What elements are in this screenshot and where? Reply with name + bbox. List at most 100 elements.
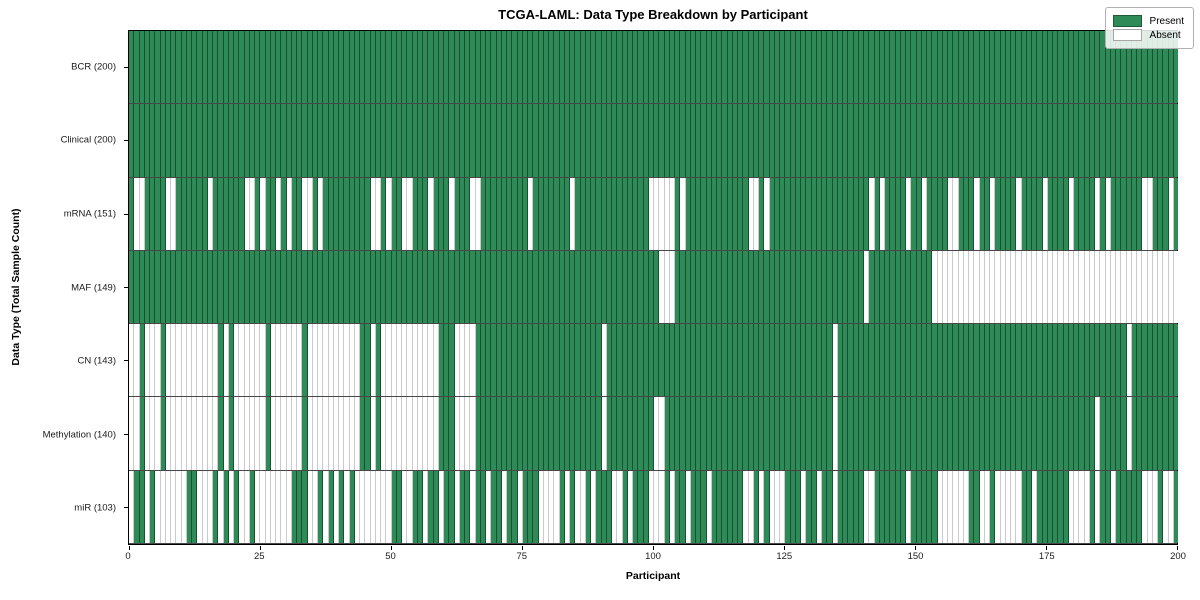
heatmap-cell xyxy=(685,104,691,177)
heatmap-cell xyxy=(774,31,780,104)
heatmap-cell xyxy=(412,250,418,324)
heatmap-cell xyxy=(207,250,213,324)
y-tick-mark xyxy=(124,140,128,142)
heatmap-cell xyxy=(900,250,906,324)
heatmap-cell xyxy=(958,324,964,397)
heatmap-cell xyxy=(480,324,486,397)
heatmap-cell xyxy=(1152,104,1158,177)
heatmap-cell xyxy=(885,104,891,177)
heatmap-cell xyxy=(748,324,754,397)
heatmap-cell xyxy=(1147,250,1153,324)
heatmap-cell xyxy=(1105,250,1111,324)
heatmap-cell xyxy=(223,324,229,397)
heatmap-cell xyxy=(643,324,649,397)
heatmap-cell xyxy=(633,104,639,177)
heatmap-cell xyxy=(1142,324,1148,397)
heatmap-cell xyxy=(984,31,990,104)
heatmap-cell xyxy=(559,31,565,104)
heatmap-cell xyxy=(780,324,786,397)
heatmap-cell xyxy=(895,104,901,177)
heatmap-cell xyxy=(260,324,266,397)
heatmap-cell xyxy=(612,104,618,177)
heatmap-cell xyxy=(496,324,502,397)
heatmap-cell xyxy=(990,397,996,470)
heatmap-cell xyxy=(402,177,408,250)
heatmap-cell xyxy=(953,31,959,104)
heatmap-row-CN xyxy=(129,324,1178,398)
heatmap-cell xyxy=(1084,250,1090,324)
heatmap-cell xyxy=(234,324,240,397)
heatmap-cell xyxy=(291,397,297,470)
heatmap-cell xyxy=(328,31,334,104)
heatmap-cell xyxy=(974,397,980,470)
heatmap-cell xyxy=(218,324,224,397)
heatmap-cell xyxy=(381,470,387,543)
heatmap-cell xyxy=(654,177,660,250)
heatmap-cell xyxy=(774,470,780,543)
heatmap-cell xyxy=(906,397,912,470)
heatmap-cell xyxy=(706,470,712,543)
heatmap-cell xyxy=(512,470,518,543)
heatmap-cell xyxy=(260,104,266,177)
heatmap-cell xyxy=(386,250,392,324)
heatmap-cell xyxy=(507,250,513,324)
heatmap-cell xyxy=(276,104,282,177)
heatmap-cell xyxy=(575,470,581,543)
heatmap-cell xyxy=(239,397,245,470)
heatmap-cell xyxy=(759,177,765,250)
heatmap-cell xyxy=(171,250,177,324)
heatmap-cell xyxy=(1037,250,1043,324)
heatmap-cell xyxy=(1016,104,1022,177)
heatmap-cell xyxy=(580,177,586,250)
heatmap-cell xyxy=(701,470,707,543)
heatmap-cell xyxy=(155,397,161,470)
heatmap-cell xyxy=(680,250,686,324)
heatmap-cell xyxy=(911,470,917,543)
heatmap-cell xyxy=(743,250,749,324)
heatmap-cell xyxy=(323,31,329,104)
heatmap-cell xyxy=(249,250,255,324)
heatmap-cell xyxy=(265,177,271,250)
heatmap-cell xyxy=(1116,397,1122,470)
heatmap-cell xyxy=(396,177,402,250)
heatmap-cell xyxy=(286,324,292,397)
heatmap-cell xyxy=(612,250,618,324)
heatmap-cell xyxy=(302,470,308,543)
heatmap-cell xyxy=(192,397,198,470)
heatmap-cell xyxy=(785,31,791,104)
heatmap-cell xyxy=(260,177,266,250)
heatmap-cell xyxy=(995,324,1001,397)
heatmap-cell xyxy=(816,31,822,104)
heatmap-cell xyxy=(879,397,885,470)
heatmap-cell xyxy=(528,324,534,397)
heatmap-cell xyxy=(449,250,455,324)
heatmap-cell xyxy=(601,397,607,470)
heatmap-cell xyxy=(1137,250,1143,324)
heatmap-cell xyxy=(323,104,329,177)
heatmap-cell xyxy=(1110,470,1116,543)
heatmap-cell xyxy=(470,324,476,397)
heatmap-cell xyxy=(753,177,759,250)
heatmap-cell xyxy=(690,324,696,397)
heatmap-cell xyxy=(438,177,444,250)
heatmap-cell xyxy=(554,177,560,250)
heatmap-cell xyxy=(864,324,870,397)
heatmap-cell xyxy=(911,250,917,324)
heatmap-cell xyxy=(412,177,418,250)
heatmap-cell xyxy=(738,250,744,324)
heatmap-cell xyxy=(1032,397,1038,470)
heatmap-cell xyxy=(391,324,397,397)
heatmap-cell xyxy=(1105,397,1111,470)
heatmap-cell xyxy=(580,31,586,104)
heatmap-cell xyxy=(942,250,948,324)
heatmap-cell xyxy=(596,324,602,397)
heatmap-cell xyxy=(144,470,150,543)
heatmap-cell xyxy=(181,324,187,397)
heatmap-cell xyxy=(643,470,649,543)
heatmap-cell xyxy=(1026,104,1032,177)
heatmap-cell xyxy=(963,177,969,250)
heatmap-cell xyxy=(202,250,208,324)
heatmap-cell xyxy=(937,177,943,250)
heatmap-cell xyxy=(407,250,413,324)
heatmap-cell xyxy=(444,250,450,324)
